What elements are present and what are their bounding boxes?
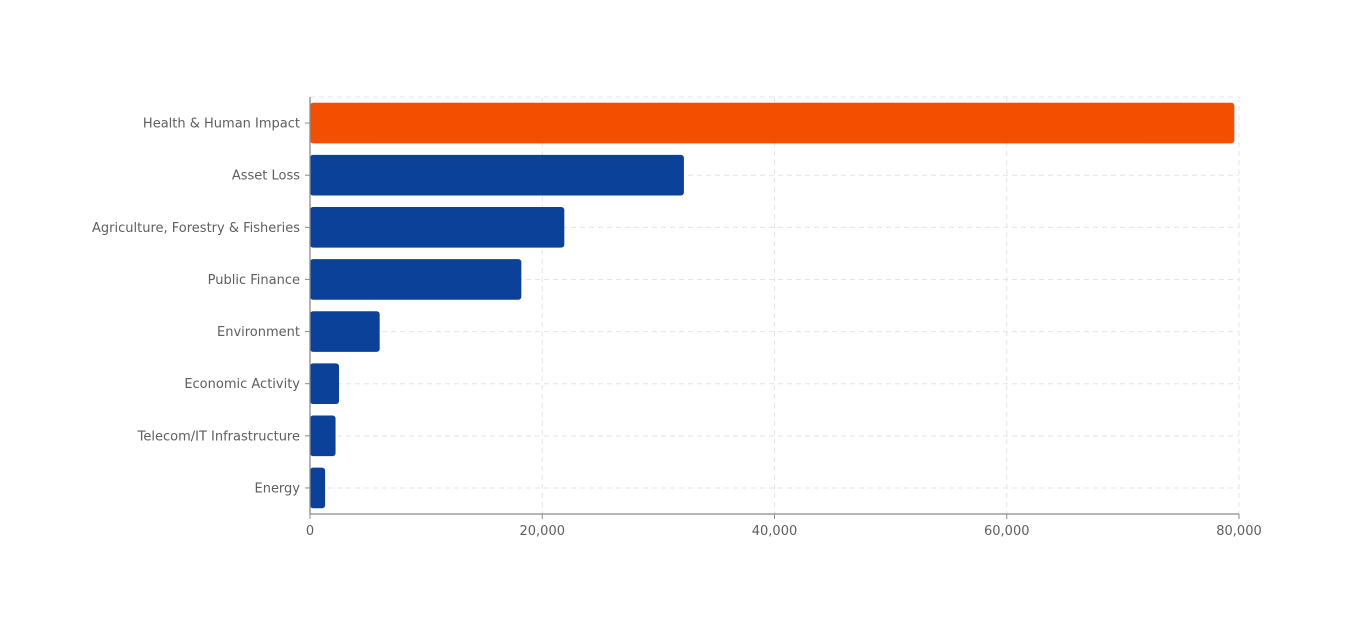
bar (310, 102, 1235, 144)
y-tick-label: Environment (217, 325, 300, 340)
y-tick-label: Asset Loss (232, 169, 300, 184)
x-tick-label: 20,000 (520, 524, 566, 539)
bar (310, 154, 684, 196)
y-tick-label: Telecom/IT Infrastructure (137, 429, 300, 444)
labels-layer: 0 20,000 40,000 60,000 80,000 Health & Human … (92, 117, 1262, 539)
y-tick-label: Health & Human Impact (143, 117, 300, 132)
bar (310, 259, 522, 300)
x-tick-label: 80,000 (1216, 524, 1262, 539)
x-tick-label: 60,000 (984, 524, 1030, 539)
y-tick-label: Public Finance (208, 273, 300, 288)
bar (310, 311, 380, 352)
y-tick-label: Economic Activity (184, 377, 300, 392)
bar (310, 206, 565, 248)
x-tick-label: 0 (306, 524, 314, 539)
bar (310, 363, 340, 405)
bar (310, 415, 336, 457)
y-tick-label: Energy (254, 481, 300, 496)
bar (310, 467, 326, 509)
y-tick-label: Agriculture, Forestry & Fisheries (92, 221, 300, 236)
x-tick-label: 40,000 (752, 524, 798, 539)
axes-layer (305, 97, 1240, 519)
bars-layer (310, 102, 1235, 509)
